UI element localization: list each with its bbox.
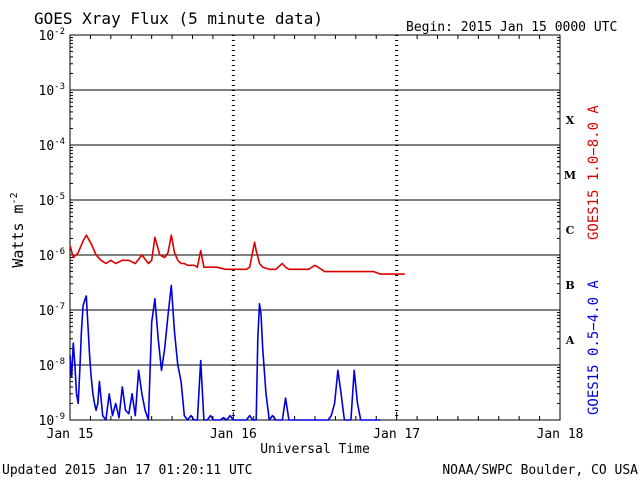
y-tick-label: 10-9 <box>39 412 66 429</box>
x-axis-ticks: Jan 15 Jan 16 Jan 17 Jan 18 <box>47 35 584 442</box>
svg-text:Watts m-2: Watts m-2 <box>9 192 27 267</box>
y-axis-label-exponent: -2 <box>9 192 20 204</box>
flare-class-label: C <box>566 224 575 237</box>
y-tick-exponent: -7 <box>54 302 65 312</box>
y-tick-exponent: -2 <box>54 27 65 37</box>
flare-class-label: B <box>565 279 574 292</box>
y-tick-base: 10 <box>39 249 55 264</box>
data-series <box>69 234 405 421</box>
y-tick-label: 10-8 <box>39 357 66 374</box>
grid <box>70 35 560 420</box>
y-tick-exponent: -8 <box>54 357 65 367</box>
flare-class-label: X <box>566 114 575 127</box>
chart-title: GOES Xray Flux (5 minute data) <box>34 9 323 28</box>
x-tick-label: Jan 18 <box>537 427 584 442</box>
footer-credit: NOAA/SWPC Boulder, CO USA <box>442 463 638 478</box>
y-axis-ticks: 10-910-810-710-610-510-410-310-2 <box>39 27 560 429</box>
flare-class-labels: X M C B A <box>564 114 576 347</box>
begin-label: Begin: 2015 Jan 15 0000 UTC <box>406 20 617 35</box>
y-tick-base: 10 <box>39 194 55 209</box>
y-tick-exponent: -3 <box>54 82 65 92</box>
x-tick-label: Jan 15 <box>47 427 94 442</box>
y-tick-label: 10-6 <box>39 247 66 264</box>
series-line-short <box>69 284 381 421</box>
y-tick-exponent: -9 <box>54 412 65 422</box>
y-tick-label: 10-5 <box>39 192 66 209</box>
y-tick-base: 10 <box>39 359 55 374</box>
y-axis-label: Watts m-2 <box>9 192 27 267</box>
series-line-long <box>69 234 405 275</box>
flare-class-label: M <box>564 169 576 182</box>
x-tick-label: Jan 16 <box>210 427 257 442</box>
y-tick-label: 10-4 <box>39 137 66 154</box>
y-tick-base: 10 <box>39 139 55 154</box>
y-tick-base: 10 <box>39 84 55 99</box>
y-tick-label: 10-7 <box>39 302 66 319</box>
y-tick-exponent: -4 <box>54 137 65 147</box>
y-tick-exponent: -6 <box>54 247 65 257</box>
x-tick-label: Jan 17 <box>373 427 420 442</box>
x-axis-label: Universal Time <box>260 442 370 457</box>
y-tick-label: 10-2 <box>39 27 66 44</box>
legend-series-short: GOES15 0.5−4.0 A <box>586 280 602 415</box>
flare-class-label: A <box>565 334 575 347</box>
y-axis-label-text: Watts m <box>9 204 27 267</box>
y-tick-label: 10-3 <box>39 82 66 99</box>
footer-updated: Updated 2015 Jan 17 01:20:11 UTC <box>2 463 252 478</box>
y-tick-exponent: -5 <box>54 192 65 202</box>
legend-series-long: GOES15 1.0−8.0 A <box>586 105 602 240</box>
y-tick-base: 10 <box>39 414 55 429</box>
y-tick-base: 10 <box>39 29 55 44</box>
plot-frame <box>69 34 561 421</box>
y-tick-base: 10 <box>39 304 55 319</box>
